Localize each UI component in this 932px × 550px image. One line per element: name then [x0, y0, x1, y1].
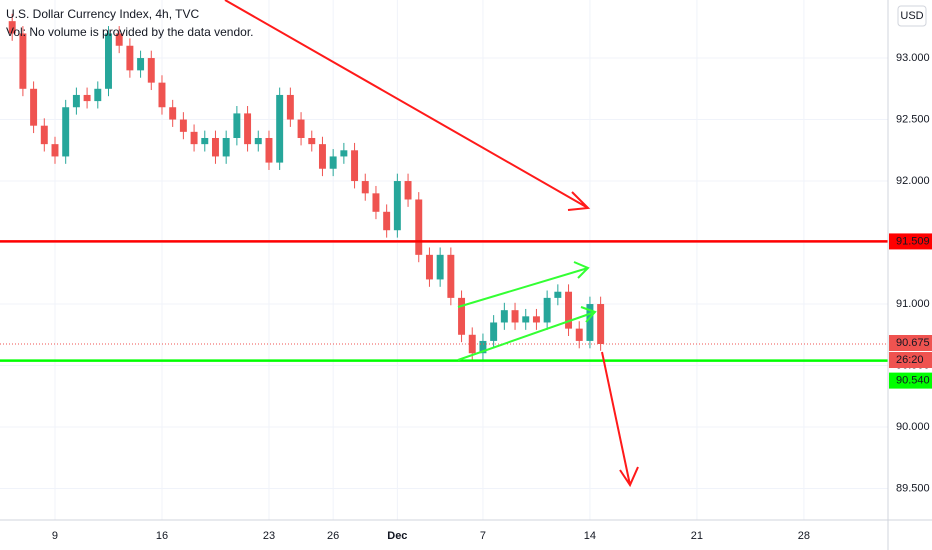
candle-body: [383, 211, 391, 231]
countdown-label: 26:20: [896, 354, 924, 366]
y-tick-label: 89.500: [896, 482, 930, 494]
plot: [0, 13, 888, 362]
candle-body: [233, 113, 241, 138]
candle-body: [393, 181, 401, 231]
trend-arrow: [224, 0, 591, 211]
candle-body: [436, 254, 444, 280]
candle-body: [468, 334, 476, 354]
channel-lower: [457, 306, 597, 361]
y-tick-label: 91.000: [896, 298, 930, 310]
candle-body: [597, 304, 605, 345]
candle-body: [554, 291, 562, 298]
candle-body: [158, 82, 166, 108]
candle-body: [511, 310, 519, 323]
candle-body: [105, 33, 112, 89]
candle-body: [575, 328, 583, 341]
last-price-label-box: [889, 335, 932, 352]
x-tick-label: Dec: [387, 530, 407, 542]
y-tick-label: 93.000: [896, 52, 930, 64]
candle-body: [265, 137, 273, 163]
x-tick-label: 26: [327, 530, 339, 542]
candle-body: [72, 94, 80, 108]
x-tick-label: 7: [480, 530, 486, 542]
candle-body: [211, 137, 219, 157]
candle-body: [62, 107, 70, 157]
candle-body: [565, 291, 573, 329]
candle-body: [361, 181, 369, 194]
hline-label-box: [889, 372, 932, 389]
candle-body: [425, 254, 433, 280]
candle-body: [40, 125, 48, 145]
candle-body: [147, 58, 155, 83]
candle-body: [8, 21, 16, 34]
countdown-label-box: [889, 352, 932, 369]
x-tick-label: 28: [798, 530, 810, 542]
drawings: [224, 0, 639, 488]
candle-body: [351, 150, 359, 182]
candle-body: [297, 119, 305, 138]
x-tick-label: 16: [156, 530, 168, 542]
candle-body: [543, 297, 551, 323]
candle-body: [532, 316, 540, 323]
candle-body: [404, 181, 412, 200]
candle-body: [372, 193, 380, 212]
x-tick-label: 9: [52, 530, 58, 542]
y-tick-label: 90.000: [896, 421, 930, 433]
candle-body: [190, 131, 198, 145]
candle-body: [586, 304, 594, 341]
candle-body: [179, 119, 187, 132]
candle-body: [254, 137, 262, 145]
x-tick-label: 14: [584, 530, 596, 542]
currency-label: USD: [900, 10, 923, 22]
candle-body: [126, 45, 134, 71]
down-arrow: [601, 351, 639, 488]
hline-label-box: [889, 233, 932, 250]
y-tick-label: 92.000: [896, 175, 930, 187]
candle-body: [318, 144, 326, 169]
candle-body: [522, 316, 530, 323]
x-tick-label: 21: [691, 530, 703, 542]
candle-body: [222, 137, 230, 157]
candle-body: [51, 144, 59, 157]
candle-body: [329, 156, 337, 169]
candle-body: [201, 137, 209, 145]
y-tick-label: 92.500: [896, 113, 930, 125]
last-price-label: 90.675: [896, 337, 930, 349]
candle-body: [479, 340, 487, 354]
candle-body: [458, 297, 466, 335]
candle-body: [415, 199, 423, 255]
candle-body: [447, 254, 455, 298]
channel-upper: [457, 261, 590, 308]
candle-body: [83, 94, 91, 102]
candle-body: [30, 88, 38, 126]
candle-body: [94, 88, 102, 102]
x-tick-label: 23: [263, 530, 275, 542]
candle-body: [308, 137, 316, 145]
candle-body: [19, 33, 27, 89]
hline-label: 91.509: [896, 235, 930, 247]
candle-body: [115, 33, 123, 46]
candle-body: [490, 322, 498, 341]
currency-button[interactable]: [897, 5, 927, 27]
hline-label: 90.540: [896, 375, 930, 387]
axes: 89.50090.00090.50091.00091.50092.00092.5…: [52, 52, 932, 542]
chart-subtitle: Vol: No volume is provided by the data v…: [6, 25, 253, 39]
candle-body: [244, 113, 252, 145]
chart-title: U.S. Dollar Currency Index, 4h, TVC: [6, 7, 200, 21]
candle-body: [286, 94, 294, 120]
candle-body: [500, 310, 508, 323]
candle-body: [276, 94, 284, 163]
candle-body: [169, 107, 177, 120]
candle-body: [340, 150, 348, 157]
candle-body: [137, 58, 145, 71]
